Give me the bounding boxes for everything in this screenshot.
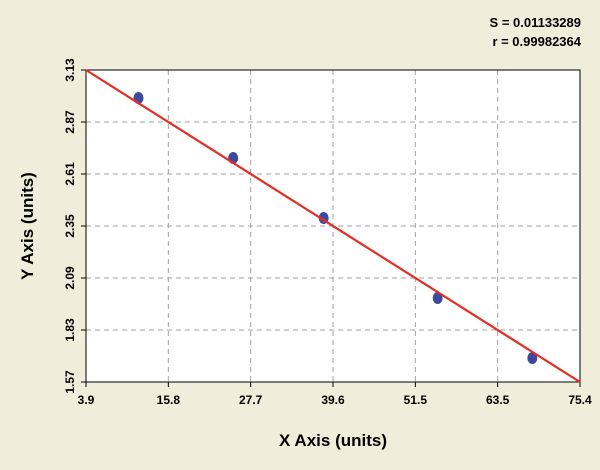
y-tick-label: 2.61	[63, 162, 77, 186]
x-axis-label: X Axis (units)	[279, 431, 387, 450]
stat-s: S = 0.01133289	[490, 15, 581, 30]
x-tick-label: 27.7	[239, 393, 263, 407]
x-tick-label: 75.4	[568, 393, 592, 407]
y-tick-label: 2.87	[63, 110, 77, 134]
regression-line	[85, 69, 581, 383]
x-tick-label: 63.5	[486, 393, 510, 407]
data-point	[527, 352, 538, 364]
y-tick-label: 2.35	[63, 214, 77, 238]
x-tick-label: 39.6	[321, 393, 345, 407]
x-tick-label: 3.9	[78, 393, 95, 407]
x-tick-label: 15.8	[157, 393, 181, 407]
data-point	[432, 292, 443, 304]
tick-labels: 3.9 15.8 27.7 39.6 51.5 63.5 75.4 3.13 2.87 2.61 2…	[63, 58, 592, 407]
y-tick-label: 3.13	[63, 58, 77, 82]
x-tick-label: 51.5	[404, 393, 428, 407]
y-tick-label: 2.09	[63, 266, 77, 290]
ticks	[81, 69, 581, 387]
y-tick-label: 1.83	[63, 318, 77, 342]
stat-r: r = 0.99982364	[492, 34, 581, 49]
y-tick-label: 1.57	[63, 370, 77, 394]
y-axis-label: Y Axis (units)	[18, 172, 37, 280]
